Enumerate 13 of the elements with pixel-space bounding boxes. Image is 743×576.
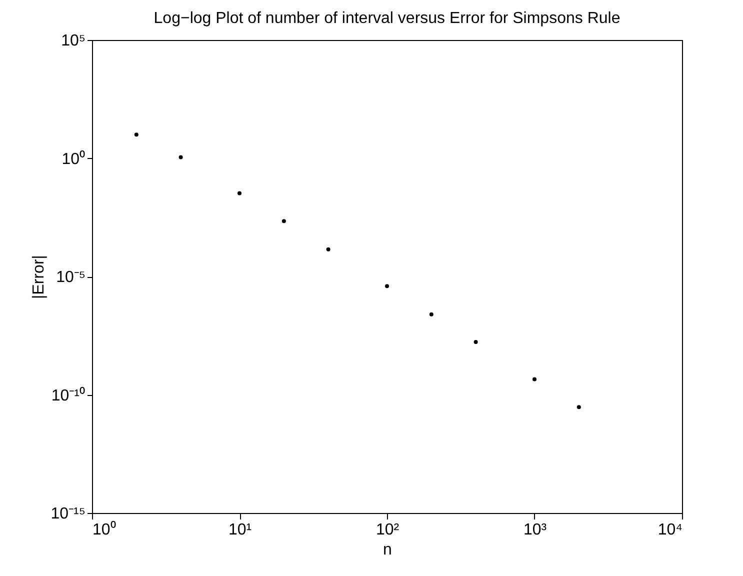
chart-title: Log−log Plot of number of interval versus Error for Simpsons Rule <box>154 10 620 27</box>
y-tick-label: 10⁰ <box>62 150 86 168</box>
x-tick-label: 10¹ <box>228 522 252 538</box>
y-tick-label: 10⁻¹⁰ <box>51 386 86 404</box>
y-tick-label: 10⁵ <box>61 32 86 50</box>
y-tick-label: 10⁻⁵ <box>56 269 86 286</box>
x-axis-title: n <box>383 542 392 558</box>
x-tick-label: 10⁴ <box>658 522 683 538</box>
x-tick-label: 10⁰ <box>92 520 116 538</box>
y-tick-label: 10⁻¹⁵ <box>50 506 86 522</box>
x-tick-label: 10³ <box>523 522 548 538</box>
y-axis-title: |Error| <box>30 255 48 299</box>
x-tick-label: 10² <box>376 522 400 538</box>
